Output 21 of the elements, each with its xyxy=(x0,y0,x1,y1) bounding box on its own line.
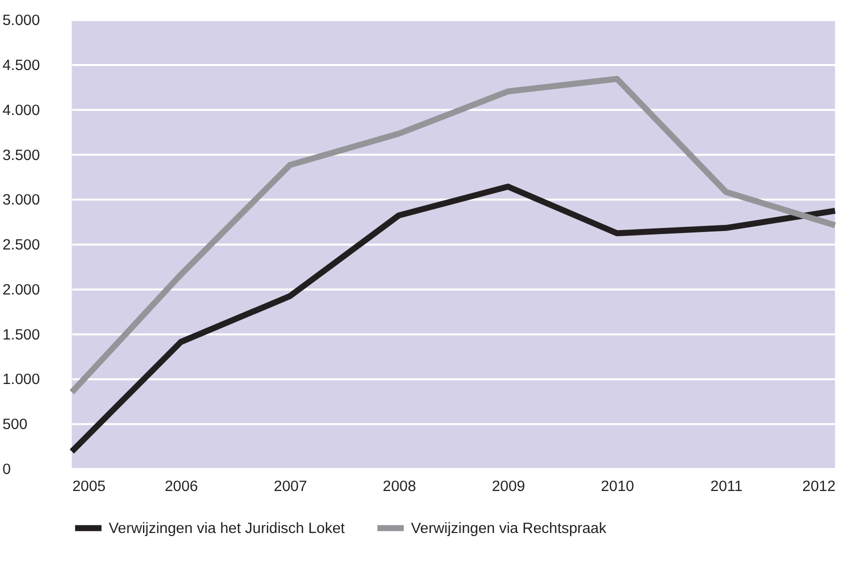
y-tick-label: 2.500 xyxy=(2,236,40,254)
x-tick-label: 2008 xyxy=(382,478,416,495)
y-tick-label: 4.500 xyxy=(2,56,40,74)
y-tick-label: 3.000 xyxy=(2,192,40,209)
x-tick-label: 2011 xyxy=(710,478,743,495)
y-tick-label: 4.000 xyxy=(2,102,40,119)
x-tick-label: 2005 xyxy=(72,478,106,495)
y-tick-label: 1.500 xyxy=(2,326,40,344)
legend-label: Verwijzingen via Rechtspraak xyxy=(411,520,607,538)
y-tick-label: 0 xyxy=(2,461,11,478)
y-tick-label: 3.500 xyxy=(2,146,40,164)
x-tick-label: 2010 xyxy=(600,478,634,495)
x-tick-label: 2009 xyxy=(492,478,526,495)
x-tick-label: 2006 xyxy=(164,478,198,495)
y-tick-label: 1.000 xyxy=(2,371,40,388)
x-tick-label: 2012 xyxy=(802,478,836,495)
y-tick-label: 5.000 xyxy=(2,12,40,30)
y-tick-label: 2.000 xyxy=(2,281,40,298)
legend-label: Verwijzingen via het Juridisch Loket xyxy=(108,520,346,538)
y-tick-label: 500 xyxy=(2,416,28,434)
x-tick-label: 2007 xyxy=(274,478,308,495)
